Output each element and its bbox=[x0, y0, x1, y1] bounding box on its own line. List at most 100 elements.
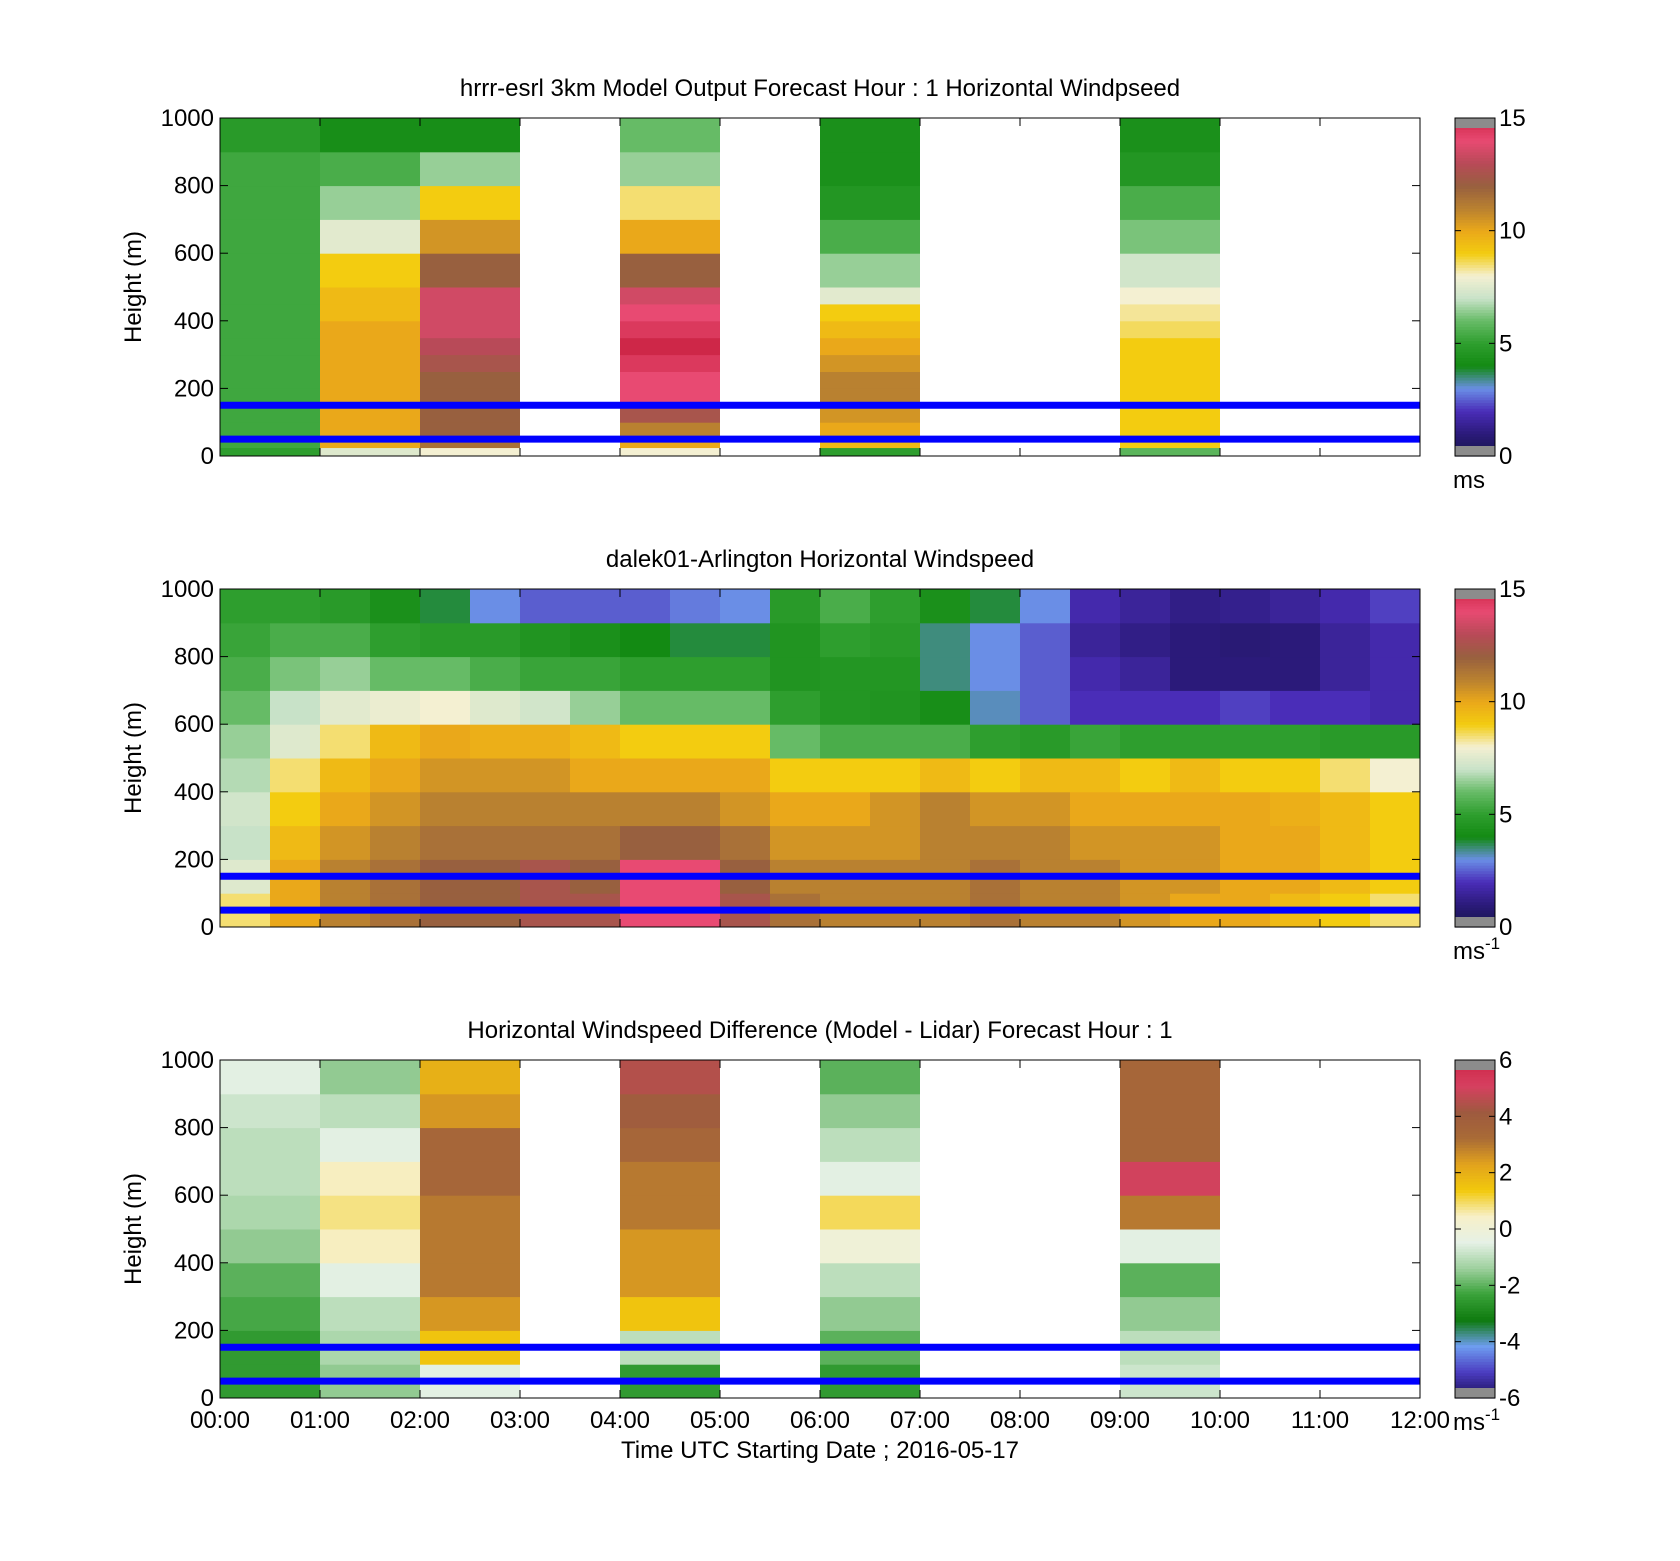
heatmap-cell bbox=[820, 447, 920, 457]
colorbar-swatch bbox=[1455, 603, 1495, 607]
colorbar-swatch bbox=[1455, 639, 1495, 644]
colorbar-swatch bbox=[1455, 631, 1495, 635]
heatmap-cell bbox=[420, 253, 520, 288]
colorbar-tick-label: 0 bbox=[1499, 443, 1512, 470]
colorbar-swatch bbox=[1455, 636, 1495, 641]
heatmap-cell bbox=[1070, 758, 1120, 793]
heatmap-cell bbox=[670, 589, 720, 624]
heatmap-cell bbox=[420, 185, 520, 220]
heatmap-cell bbox=[970, 690, 1020, 725]
colorbar-swatch bbox=[1455, 1367, 1495, 1371]
heatmap-cell bbox=[970, 622, 1020, 658]
heatmap-cell bbox=[920, 622, 970, 658]
heatmap-cell bbox=[920, 724, 970, 759]
heatmap-cell bbox=[820, 371, 920, 389]
heatmap-cell bbox=[420, 447, 520, 457]
colorbar-tick-label: 5 bbox=[1499, 330, 1512, 357]
heatmap-cell bbox=[420, 1229, 520, 1264]
heatmap-cell bbox=[920, 656, 970, 691]
heatmap-cell bbox=[520, 656, 570, 691]
heatmap-cell bbox=[470, 589, 520, 624]
colorbar-tick-label: 0 bbox=[1499, 1216, 1512, 1243]
colorbar-swatch bbox=[1455, 391, 1495, 395]
colorbar-swatch bbox=[1455, 659, 1495, 663]
colorbar-swatch bbox=[1455, 292, 1495, 297]
heatmap-cell bbox=[420, 405, 520, 423]
colorbar-swatch bbox=[1455, 219, 1495, 223]
heatmap-cell bbox=[820, 422, 920, 440]
colorbar-swatch bbox=[1455, 1209, 1495, 1213]
heatmap-cell bbox=[1270, 825, 1320, 860]
heatmap-cell bbox=[1270, 791, 1320, 827]
heatmap-cell bbox=[1070, 656, 1120, 691]
colorbar-swatch bbox=[1455, 326, 1495, 330]
heatmap-cell bbox=[320, 354, 420, 372]
colorbar-swatch bbox=[1455, 179, 1495, 184]
heatmap-cell bbox=[220, 656, 270, 691]
heatmap-cell bbox=[1220, 656, 1270, 691]
colorbar-swatch bbox=[1455, 605, 1495, 610]
heatmap-cell bbox=[820, 1093, 920, 1129]
heatmap-cell bbox=[1370, 791, 1420, 827]
colorbar-swatch bbox=[1455, 278, 1495, 282]
colorbar-swatch bbox=[1455, 236, 1495, 240]
colorbar-swatch bbox=[1455, 845, 1495, 849]
colorbar-swatch bbox=[1455, 157, 1495, 161]
colorbar-swatch bbox=[1455, 340, 1495, 344]
colorbar-swatch bbox=[1455, 656, 1495, 661]
heatmap-cell bbox=[420, 656, 470, 691]
colorbar-swatch bbox=[1455, 648, 1495, 652]
colorbar-swatch bbox=[1455, 343, 1495, 347]
colorbar-frame bbox=[1454, 117, 1496, 457]
colorbar-swatch bbox=[1455, 1321, 1495, 1326]
y-tick-label: 1000 bbox=[161, 1047, 214, 1074]
colorbar-swatch bbox=[1455, 755, 1495, 759]
heatmap-cell bbox=[220, 1262, 320, 1298]
heatmap-cell bbox=[320, 185, 420, 220]
colorbar-swatch bbox=[1455, 419, 1495, 423]
x-tick-label: 07:00 bbox=[890, 1407, 950, 1434]
heatmap-cell bbox=[470, 825, 520, 860]
colorbar-swatch bbox=[1455, 199, 1495, 204]
heatmap-cell bbox=[1320, 589, 1370, 624]
colorbar-swatch bbox=[1455, 1175, 1495, 1179]
colorbar-swatch bbox=[1455, 1138, 1495, 1143]
heatmap-cell bbox=[1120, 1262, 1220, 1298]
heatmap-cell bbox=[1270, 690, 1320, 725]
heatmap-cell bbox=[820, 1296, 920, 1331]
heatmap-cell bbox=[320, 337, 420, 356]
heatmap-cell bbox=[320, 439, 420, 449]
heatmap-cell bbox=[870, 656, 920, 691]
colorbar-swatch bbox=[1455, 634, 1495, 638]
heatmap-cell bbox=[620, 656, 670, 691]
colorbar-swatch bbox=[1455, 382, 1495, 387]
heatmap-cell bbox=[720, 724, 770, 759]
colorbar-swatch bbox=[1455, 662, 1495, 666]
colorbar-unit-base: ms bbox=[1453, 467, 1485, 494]
colorbar-swatch bbox=[1455, 1198, 1495, 1202]
colorbar-swatch bbox=[1455, 760, 1495, 765]
colorbar-swatch bbox=[1455, 1152, 1495, 1157]
heatmap-cell bbox=[770, 825, 820, 860]
colorbar-swatch bbox=[1455, 379, 1495, 384]
heatmap-cell bbox=[820, 791, 870, 827]
heatmap-cell bbox=[620, 439, 720, 449]
colorbar-swatch bbox=[1455, 256, 1495, 260]
heatmap-cell bbox=[820, 287, 920, 305]
colorbar-swatch bbox=[1455, 360, 1495, 364]
y-axis-label: Height (m) bbox=[120, 702, 147, 814]
heatmap-cell bbox=[970, 656, 1020, 691]
heatmap-cell bbox=[520, 758, 570, 793]
y-tick-label: 200 bbox=[174, 1317, 214, 1344]
colorbar-swatch bbox=[1455, 306, 1495, 311]
heatmap-cell bbox=[220, 303, 320, 322]
colorbar-tick-label: 2 bbox=[1499, 1160, 1512, 1187]
colorbar-swatch bbox=[1455, 876, 1495, 880]
heatmap-cell bbox=[620, 1060, 720, 1095]
colorbar-swatch bbox=[1455, 811, 1495, 815]
colorbar-swatch bbox=[1455, 1200, 1495, 1205]
colorbar-swatch bbox=[1455, 701, 1495, 706]
colorbar-swatch bbox=[1455, 1169, 1495, 1174]
colorbar-swatch bbox=[1455, 1285, 1495, 1289]
colorbar-missing-swatch bbox=[1455, 446, 1495, 456]
